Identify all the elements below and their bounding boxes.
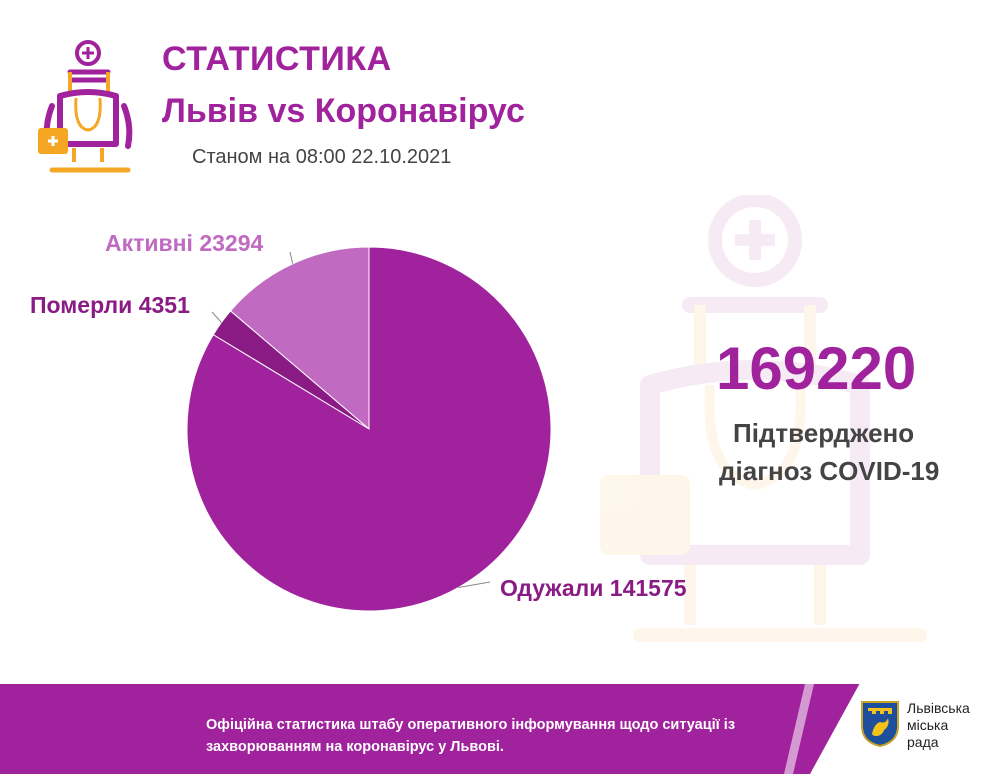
leader-line [289, 251, 294, 264]
report-date: Станом на 08:00 22.10.2021 [192, 146, 452, 168]
page-subtitle: Львів vs Коронавірус [162, 92, 525, 130]
slice-label-recovered: Одужали 141575 [500, 575, 687, 601]
total-caption-line1: Підтверджено [733, 418, 915, 448]
doctor-icon [38, 40, 133, 173]
page-title: СТАТИСТИКА [162, 40, 392, 78]
city-council-line2: міська [907, 717, 949, 733]
lion-coat-of-arms-icon [861, 701, 899, 748]
pie-chart [186, 246, 552, 612]
total-confirmed-value: 169220 [716, 335, 917, 402]
city-council-name: Львівська міська рада [907, 700, 987, 751]
city-council-line1: Львівська [907, 700, 970, 716]
footer-banner: Офіційна статистика штабу оперативного і… [0, 684, 1000, 774]
doctor-icon [600, 195, 927, 642]
city-council-line3: рада [907, 734, 939, 750]
slice-label-active: Активні 23294 [105, 230, 264, 256]
slice-label-deceased: Померли 4351 [30, 292, 190, 318]
pie-slice-active [229, 246, 370, 431]
total-caption-line2: діагноз COVID-19 [719, 456, 940, 486]
footer-text: Офіційна статистика штабу оперативного і… [206, 717, 736, 755]
leader-line [211, 311, 222, 323]
leader-line [458, 581, 491, 589]
